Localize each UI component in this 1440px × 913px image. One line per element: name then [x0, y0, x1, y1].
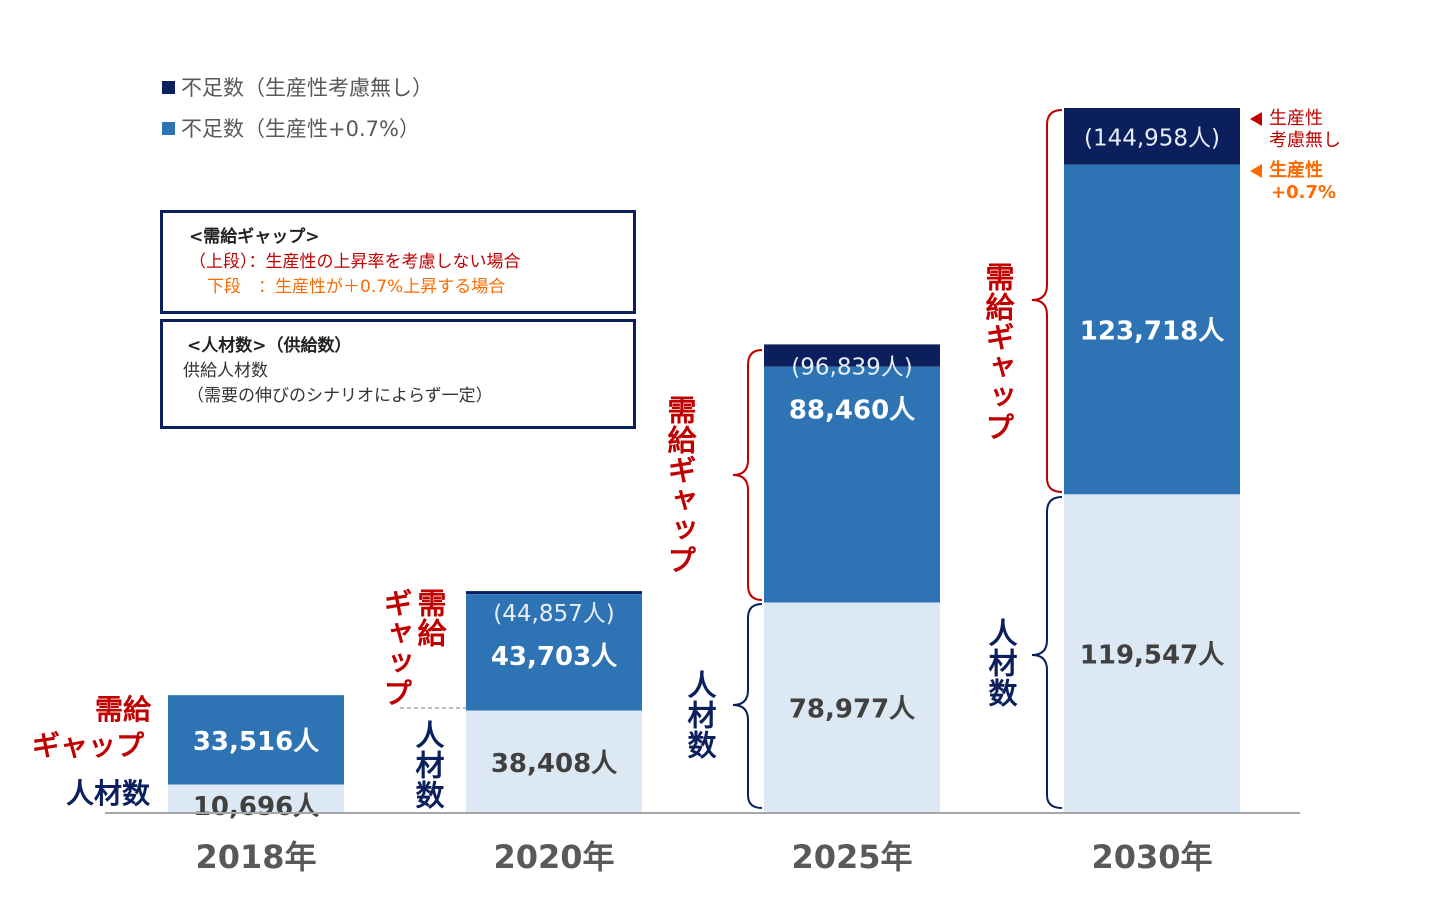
- bar-segment-gap-no-productivity: [764, 344, 940, 367]
- gap-brace-2030: [1031, 109, 1063, 493]
- legend-label: 不足数（生産性+0.7%）: [181, 117, 420, 141]
- box-title: <人材数>（供給数）: [187, 336, 352, 356]
- gap-label-2025: 需給ギャップ: [663, 395, 697, 575]
- legend-swatch: [162, 80, 175, 94]
- bar-segment-supply: [466, 710, 642, 813]
- x-tick-label: 2025年: [791, 838, 912, 876]
- box-line: （需要の伸びのシナリオによらず一定）: [187, 386, 493, 406]
- data-label-gap-productivity: 43,703人: [491, 642, 617, 672]
- data-label-gap-no-productivity: (44,857人): [493, 601, 614, 627]
- data-label-supply: 38,408人: [491, 749, 617, 779]
- x-tick-label: 2030年: [1091, 838, 1212, 876]
- bar-segment-supply: [764, 602, 940, 813]
- note-no-productivity: 生産性 考慮無し: [1269, 108, 1341, 152]
- note-text: 生産性: [1269, 108, 1323, 129]
- bar-segment-gap-productivity: [466, 594, 642, 711]
- supply-label-2018: 人材数: [66, 777, 151, 810]
- box-line: 供給人材数: [183, 361, 268, 381]
- bar-segment-gap-productivity: [764, 366, 940, 603]
- data-label-supply: 119,547人: [1080, 641, 1224, 671]
- arrow-left-icon: [1250, 164, 1262, 178]
- bar-segment-gap-productivity: [168, 695, 344, 785]
- legend-label: 不足数（生産性考慮無し）: [181, 76, 433, 100]
- data-label-gap-productivity: 123,718人: [1080, 316, 1224, 346]
- supply-label-2030: 人材数: [984, 618, 1018, 708]
- x-tick-label: 2018年: [195, 838, 316, 876]
- bar-segment-supply: [168, 784, 344, 813]
- data-label-gap-no-productivity: (96,839人): [791, 354, 912, 380]
- legend-item-productivity: 不足数（生産性+0.7%）: [162, 113, 420, 143]
- gap-brace-2025: [732, 349, 763, 601]
- supply-explanation-box: <人材数>（供給数） 供給人材数 （需要の伸びのシナリオによらず一定）: [160, 319, 636, 429]
- gap-label-2018b: ギャップ: [32, 729, 145, 762]
- supply-label-2025: 人材数: [683, 670, 717, 760]
- box-title: <需給ギャップ>: [189, 227, 320, 247]
- x-tick-label: 2020年: [493, 838, 614, 876]
- supply-brace-2025: [732, 603, 763, 809]
- data-label-gap-productivity: 88,460人: [789, 395, 915, 425]
- note-productivity: 生産性 +0.7%: [1269, 160, 1336, 204]
- note-text: 考慮無し: [1269, 130, 1341, 151]
- gap-label-2020: 需給: [413, 588, 447, 648]
- supply-brace-2030: [1031, 496, 1063, 809]
- data-label-supply: 78,977人: [789, 695, 915, 725]
- note-text: 生産性: [1269, 160, 1323, 181]
- arrow-left-icon: [1250, 112, 1262, 126]
- legend-swatch: [162, 121, 175, 135]
- note-text: +0.7%: [1271, 182, 1337, 203]
- box-line: （上段）：生産性の上昇率を考慮しない場合: [189, 252, 521, 272]
- gap-label-2020b: ギャップ: [379, 588, 413, 708]
- supply-label-2020: 人材数: [411, 720, 445, 810]
- bar-segment-gap-no-productivity: [466, 591, 642, 595]
- gap-label-2030: 需給ギャップ: [981, 262, 1015, 442]
- gap-explanation-box: <需給ギャップ> （上段）：生産性の上昇率を考慮しない場合 下段 ：生産性が＋0…: [160, 210, 636, 314]
- data-label-supply: 10,696人: [193, 792, 319, 822]
- bar-segment-supply: [1064, 494, 1240, 813]
- data-label-gap-no-productivity: (144,958人): [1084, 125, 1220, 151]
- data-label-gap-productivity: 33,516人: [193, 727, 319, 757]
- box-line: 下段 ：生産性が＋0.7%上昇する場合: [207, 277, 506, 297]
- bar-segment-gap-productivity: [1064, 164, 1240, 495]
- gap-label-2018: 需給: [95, 693, 152, 726]
- legend-item-no-productivity: 不足数（生産性考慮無し）: [162, 72, 433, 102]
- bar-segment-gap-no-productivity: [1064, 108, 1240, 165]
